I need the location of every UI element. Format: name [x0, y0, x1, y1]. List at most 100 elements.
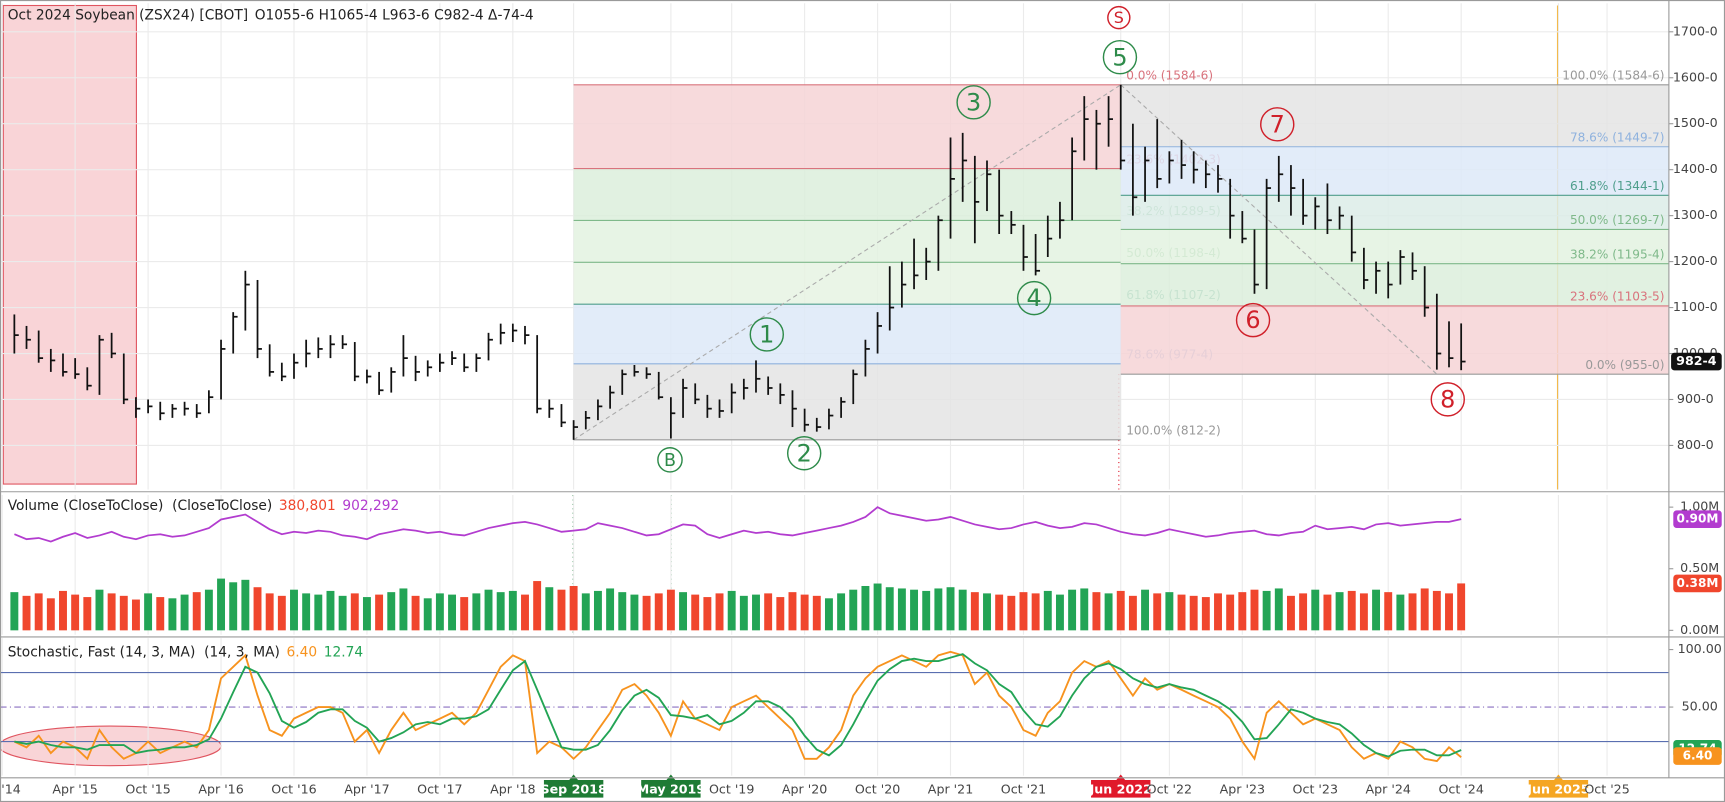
volume-bar: [934, 588, 943, 631]
fib-label: 78.6% (1449-7): [1570, 130, 1665, 144]
y-tick-label: 1200-0: [1673, 253, 1718, 268]
volume-bar: [1055, 594, 1064, 631]
volume-bar: [1104, 593, 1113, 631]
volume-bar: [508, 590, 517, 631]
volume-bar: [849, 589, 858, 631]
volume-bar: [1384, 592, 1393, 631]
title: Stochastic, Fast (14, 3, MA): [8, 644, 196, 660]
volume-bar: [910, 589, 919, 631]
volume-bar: [873, 583, 882, 631]
volume-bar: [1396, 594, 1405, 631]
volume-bar: [156, 597, 165, 631]
y-tick-label: 1.00M: [1680, 499, 1719, 514]
volume-bar: [34, 593, 43, 631]
volume-bar: [277, 595, 286, 631]
volume-tag-label: 0.90M: [1677, 512, 1719, 526]
volume-bar: [776, 597, 785, 631]
x-tick-label: Oct '23: [1293, 781, 1338, 796]
volume-bar: [861, 585, 870, 631]
fib-zone: [573, 262, 1121, 305]
volume-bar: [1031, 593, 1040, 631]
volume-bar: [654, 593, 663, 631]
wave-label: 5: [1112, 43, 1127, 71]
volume-bar: [241, 579, 250, 631]
fib-label: 23.6% (1103-5): [1570, 290, 1665, 304]
volume-bar: [1153, 593, 1162, 631]
volume-bar: [812, 595, 821, 631]
x-tick-label: Jun 2025: [1526, 781, 1589, 796]
volume-bar: [970, 592, 979, 631]
volume-bar: [715, 593, 724, 631]
volume-bar: [691, 594, 700, 631]
volume-bar: [739, 595, 748, 631]
volume-bar: [22, 595, 31, 631]
volume-bar: [1286, 595, 1295, 631]
volume-bar: [107, 593, 116, 631]
fib-label: 0.0% (1584-6): [1126, 68, 1213, 82]
wave-marker: [786, 436, 822, 471]
volume-bar: [1068, 589, 1077, 631]
volume-bar: [1043, 590, 1052, 631]
volume-bar: [83, 597, 92, 631]
x-tick-label: May 2019: [637, 781, 706, 796]
volume-bar: [1347, 590, 1356, 631]
volume-bar: [703, 597, 712, 631]
panel-title: Volume (CloseToClose) (CloseToClose) 380,8…: [8, 498, 400, 514]
volume-tag: [1673, 574, 1722, 593]
volume-bar: [1359, 593, 1368, 631]
volume-tag-label: 0.38M: [1677, 576, 1719, 590]
x-tick-label: Apr '20: [782, 781, 827, 796]
volume-bar: [144, 593, 153, 631]
last-price-tag: [1671, 352, 1722, 371]
volume-bar: [1080, 588, 1089, 631]
volume-bar: [885, 587, 894, 631]
last-value: 380,801: [279, 498, 336, 514]
volume-bar: [496, 592, 505, 631]
volume-bar: [1457, 583, 1466, 631]
fib-zone: [573, 220, 1121, 263]
x-tick-label: Oct '24: [1438, 781, 1483, 796]
fib-zone: [1120, 146, 1669, 196]
volume-bar: [764, 593, 773, 631]
volume-bar: [727, 590, 736, 631]
volume-bar: [192, 592, 201, 631]
volume-bar: [435, 593, 444, 631]
wave-label: 2: [797, 439, 812, 467]
volume-bar: [265, 593, 274, 631]
backdrop: [0, 4, 1559, 767]
wave-label: 7: [1270, 110, 1285, 138]
y-tick-label: 0.50M: [1680, 560, 1719, 575]
volume-bar: [983, 593, 991, 631]
volume-bar: [642, 595, 651, 631]
x-tick-highlight: [1091, 779, 1151, 798]
header-item: C982-4: [434, 7, 484, 23]
x-tick-highlight: [641, 779, 701, 798]
volume-bar: [460, 597, 469, 631]
volume-bar: [569, 585, 578, 631]
wave-label: 6: [1245, 306, 1260, 334]
header-item: Oct 2024 Soybean (ZSX24) [CBOT]: [8, 7, 248, 23]
x-tick-label: Oct '19: [709, 781, 754, 796]
stochastic-line: [14, 650, 1462, 763]
header-item: Δ-74-4: [488, 7, 534, 23]
y-tick-label: 1100-0: [1673, 299, 1718, 314]
stochastic-line: [14, 653, 1462, 758]
x-tick-label: Apr '24: [1365, 781, 1410, 796]
volume-bar: [290, 589, 298, 631]
volume-bar: [666, 589, 675, 631]
volume-bar: [1299, 593, 1308, 631]
fib-label: 38.2% (1195-4): [1570, 247, 1665, 261]
x-tick-label: Oct '17: [417, 781, 462, 796]
volume-bar: [59, 590, 67, 631]
fib-label: 100.0% (1584-6): [1562, 68, 1664, 82]
y-tick-label: 1300-0: [1673, 207, 1718, 222]
fib-label: 50.0% (1269-7): [1570, 213, 1665, 227]
volume-bar: [557, 589, 566, 631]
x-tick-highlight: [1528, 779, 1589, 798]
x-tick-label: Oct '20: [855, 781, 900, 796]
stochastic-tag-label: 6.40: [1683, 749, 1713, 763]
volume-bar: [824, 598, 833, 631]
x-tick-label: Jun 2022: [1089, 781, 1152, 796]
